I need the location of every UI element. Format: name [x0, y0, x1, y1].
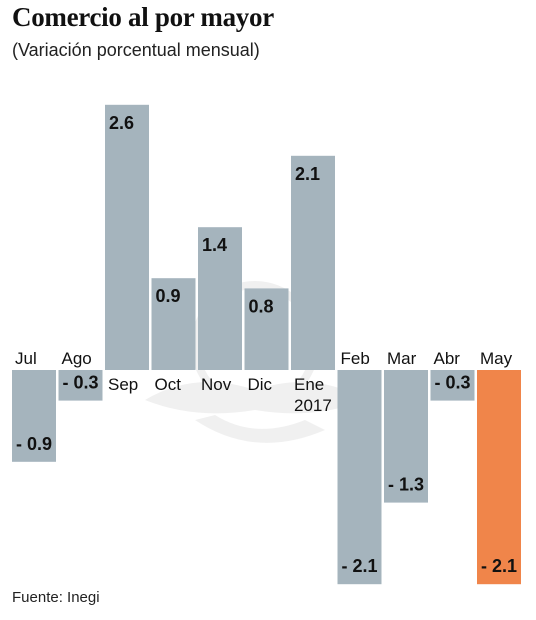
category-label: Ago [62, 349, 92, 368]
year-label: 2017 [294, 396, 332, 415]
chart-subtitle: (Variación porcentual mensual) [12, 40, 260, 60]
bar [384, 370, 428, 503]
category-label: Sep [108, 375, 138, 394]
data-label: - 2.1 [481, 556, 517, 576]
bar [244, 288, 289, 370]
category-label: Dic [248, 375, 273, 394]
data-label: 1.4 [202, 235, 227, 255]
category-label: Jul [15, 349, 37, 368]
category-label: Nov [201, 375, 232, 394]
data-label: - 0.3 [435, 373, 471, 393]
bar [198, 227, 242, 370]
data-label: 0.9 [156, 286, 181, 306]
data-label: 0.8 [249, 296, 274, 316]
category-label: Mar [387, 349, 417, 368]
bar [430, 370, 475, 401]
data-label: - 0.3 [63, 373, 99, 393]
chart-title: Comercio al por mayor [12, 2, 274, 32]
data-label: 2.1 [295, 164, 320, 184]
category-label: Oct [155, 375, 182, 394]
bar [337, 370, 382, 585]
bar [151, 278, 196, 370]
bar [291, 155, 335, 370]
category-label: Abr [434, 349, 461, 368]
data-label: - 2.1 [342, 556, 378, 576]
source-note: Fuente: Inegi [12, 589, 100, 606]
data-label: - 1.3 [388, 475, 424, 495]
data-label: - 0.9 [16, 434, 52, 454]
bar [58, 370, 103, 401]
category-label: Feb [341, 349, 370, 368]
category-label: Ene [294, 375, 324, 394]
category-label: May [480, 349, 513, 368]
bar [477, 370, 521, 585]
data-label: 2.6 [109, 113, 134, 133]
bar [105, 104, 149, 371]
bar [12, 370, 56, 462]
